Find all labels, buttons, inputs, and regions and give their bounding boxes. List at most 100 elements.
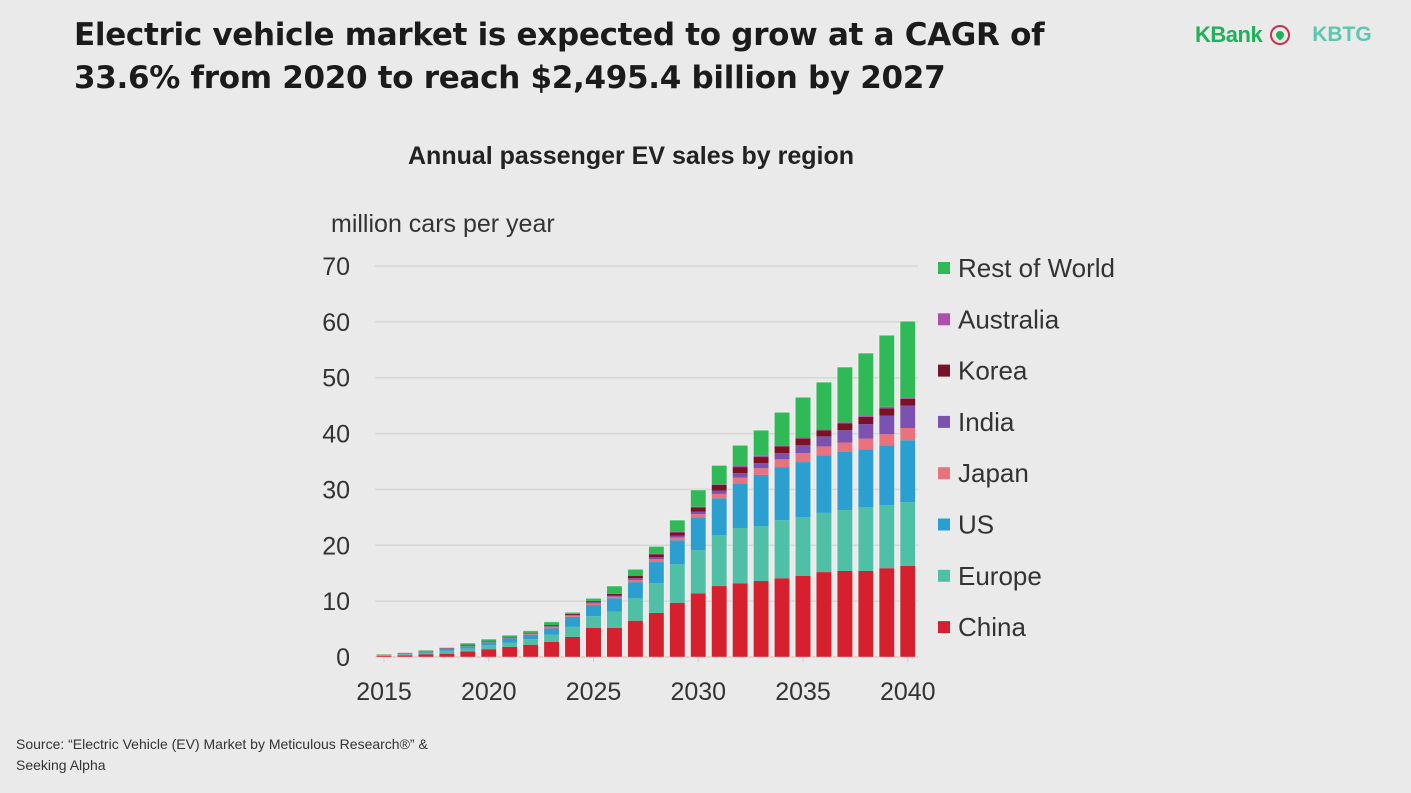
bar-segment-korea [648,554,664,558]
bar-segment-rest-of-world [627,569,643,576]
source-line-2: Seeking Alpha [16,757,106,773]
bar-segment-australia [774,445,790,447]
bar-segment-korea [502,637,518,638]
bar-segment-us [586,605,601,617]
bar-outline [647,545,665,658]
source-note: Source: “Electric Vehicle (EV) Market by… [16,734,636,776]
bar-segment-europe [418,652,434,655]
bar-segment-us [418,651,434,653]
bar-segment-china [481,649,497,657]
bar-segment-japan [753,468,769,475]
bar-segment-india [502,637,518,639]
bar-segment-us [900,440,916,503]
bar-segment-korea [481,641,497,642]
bar-segment-china [732,583,748,657]
legend-item-korea: Korea [938,356,1028,386]
bar-segment-australia [690,506,706,508]
bar-segment-india [586,602,601,604]
bar-segment-korea [837,423,853,431]
bar-segment-india [795,445,811,454]
bar-segment-us [858,449,874,508]
bar-segment-rest-of-world [816,382,832,430]
y-tick-label: 20 [322,532,350,560]
bar-segment-india [816,436,832,447]
bar-stack-2040 [899,320,917,658]
chart-title: Annual passenger EV sales by region [408,142,854,170]
legend-label: China [958,612,1026,642]
bar-stack-2027 [626,568,644,658]
y-axis-ticks: 0 10 20 30 40 50 60 70 [322,253,350,672]
bar-segment-china [837,570,853,657]
bar-stack-2020 [480,638,498,658]
legend-item-india: India [938,407,1015,437]
bar-segment-europe [606,611,622,628]
bar-outline [752,429,770,658]
bar-segment-us [502,638,518,643]
bar-segment-china [627,620,643,657]
bar-stack-2015 [375,653,393,658]
legend-swatch [938,621,950,634]
y-axis-label: million cars per year [331,210,555,238]
bar-outline [459,642,477,658]
bar-segment-australia [753,455,769,458]
bar-segment-korea [669,532,685,536]
bar-segment-china [879,568,895,657]
bar-segment-australia [711,484,727,485]
bar-segment-japan [606,596,622,599]
bar-segment-australia [816,429,832,431]
bar-segment-india [523,633,539,634]
bar-segment-india [837,430,853,443]
bar-segment-japan [690,514,706,518]
bar-segment-korea [858,416,874,425]
legend-label: Europe [958,561,1042,591]
bar-segment-us [795,462,811,518]
bar-segment-us [397,653,413,655]
bar-segment-china [753,581,769,657]
bar-segment-us [460,646,476,649]
legend-label: Korea [958,356,1028,386]
bar-stack-2034 [773,411,791,658]
bar-segment-us [669,540,685,565]
bar-stack-2019 [459,642,477,658]
bar-segment-australia [627,575,643,577]
bar-segment-us [606,598,622,612]
bar-segment-india [900,405,916,428]
bar-segment-us [523,634,539,640]
bar-segment-india [858,424,874,439]
x-tick-label: 2040 [880,678,936,706]
legend-swatch [938,262,950,274]
bar-stack-2022 [522,630,540,658]
bar-segment-japan [816,446,832,456]
bar-segment-rest-of-world [523,630,539,633]
bar-segment-china [690,593,706,657]
bar-segment-us [544,628,560,635]
bar-stack-2038 [857,352,875,658]
y-tick-label: 70 [322,253,350,281]
bar-segment-us [837,452,853,511]
bar-segment-rest-of-world [858,353,874,416]
bar-stack-2028 [647,545,665,658]
bar-stack-2026 [605,585,623,658]
y-tick-label: 40 [322,421,350,449]
bar-stack-2016 [396,652,414,658]
bar-segment-japan [795,453,811,463]
bar-stack-2032 [731,444,749,658]
bar-stack-2029 [668,519,686,658]
bar-segment-china [606,627,622,657]
bar-segment-europe [837,510,853,571]
bar-segment-europe [816,512,832,573]
bar-segment-korea [795,438,811,446]
bar-segment-japan [376,654,392,655]
bar-stack-2036 [815,381,833,658]
legend-swatch [938,467,950,480]
bar-segment-australia [879,406,895,409]
x-tick-label: 2015 [356,678,412,706]
bar-segment-europe [586,616,601,628]
bar-segment-us [816,455,832,513]
bar-segment-japan [648,559,664,563]
legend-item-australia: Australia [938,304,1060,334]
bar-segment-india [669,535,685,538]
bar-outline [878,334,896,658]
bar-segment-korea [565,613,581,616]
bar-segment-japan [858,438,874,450]
